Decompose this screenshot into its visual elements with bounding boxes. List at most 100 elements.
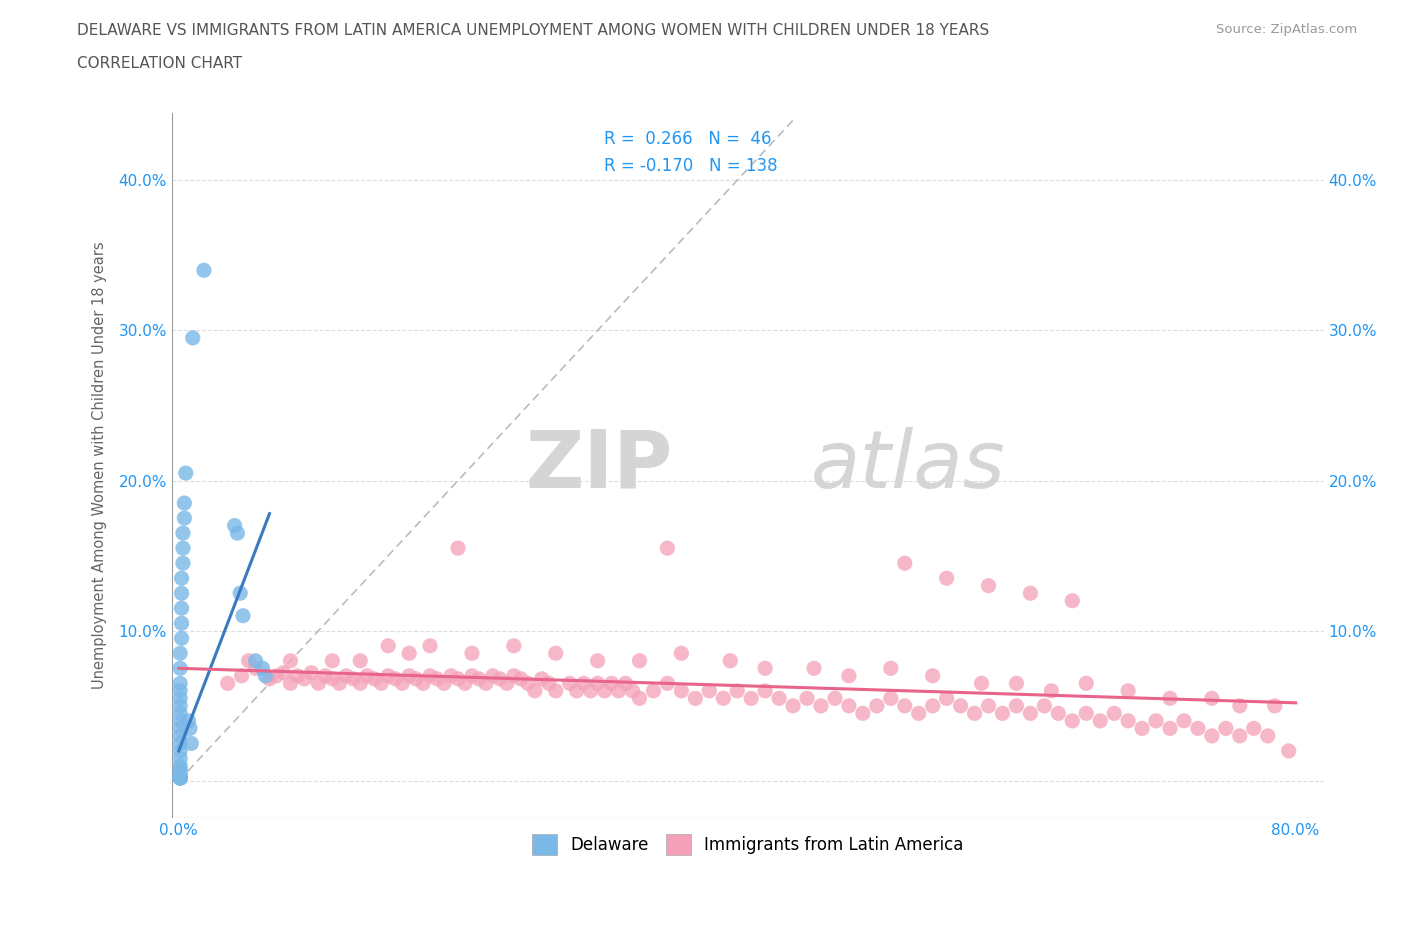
Point — [363, 671, 385, 686]
Point — [657, 540, 679, 555]
Point — [299, 665, 322, 680]
Point — [245, 661, 267, 676]
Point — [489, 671, 512, 686]
Point — [838, 698, 860, 713]
Point — [419, 638, 441, 653]
Point — [475, 676, 498, 691]
Point — [502, 638, 524, 653]
Point — [893, 698, 915, 713]
Point — [671, 645, 693, 660]
Point — [169, 770, 191, 785]
Point — [921, 669, 943, 684]
Point — [1257, 728, 1279, 743]
Point — [169, 721, 191, 736]
Point — [169, 762, 191, 777]
Text: R =  0.266   N =  46: R = 0.266 N = 46 — [603, 129, 772, 148]
Point — [349, 676, 371, 691]
Point — [935, 571, 957, 586]
Point — [1201, 691, 1223, 706]
Point — [419, 669, 441, 684]
Point — [454, 676, 477, 691]
Point — [572, 676, 595, 691]
Point — [782, 698, 804, 713]
Point — [273, 665, 295, 680]
Point — [169, 770, 191, 785]
Point — [440, 669, 463, 684]
Point — [537, 676, 560, 691]
Point — [725, 684, 748, 698]
Y-axis label: Unemployment Among Women with Children Under 18 years: Unemployment Among Women with Children U… — [93, 242, 107, 689]
Point — [977, 698, 1000, 713]
Point — [1116, 684, 1139, 698]
Point — [461, 645, 484, 660]
Point — [1090, 713, 1112, 728]
Point — [169, 728, 191, 743]
Point — [1144, 713, 1167, 728]
Point — [1076, 676, 1098, 691]
Point — [852, 706, 875, 721]
Point — [796, 691, 818, 706]
Point — [229, 586, 252, 601]
Point — [754, 661, 776, 676]
Point — [169, 676, 191, 691]
Point — [169, 743, 191, 758]
Point — [1229, 698, 1251, 713]
Point — [224, 518, 246, 533]
Point — [1076, 706, 1098, 721]
Point — [1047, 706, 1070, 721]
Point — [685, 691, 707, 706]
Point — [384, 671, 406, 686]
Point — [1019, 706, 1042, 721]
Point — [447, 540, 470, 555]
Point — [172, 525, 194, 540]
Point — [391, 676, 413, 691]
Point — [607, 684, 630, 698]
Point — [1264, 698, 1286, 713]
Point — [1187, 721, 1209, 736]
Point — [1159, 691, 1181, 706]
Point — [370, 676, 392, 691]
Point — [1215, 721, 1237, 736]
Point — [949, 698, 972, 713]
Point — [181, 330, 204, 345]
Point — [170, 571, 193, 586]
Point — [880, 691, 903, 706]
Point — [671, 684, 693, 698]
Point — [294, 671, 316, 686]
Point — [558, 676, 581, 691]
Point — [544, 684, 567, 698]
Point — [169, 661, 191, 676]
Point — [600, 676, 623, 691]
Point — [893, 556, 915, 571]
Point — [169, 770, 191, 785]
Legend: Delaware, Immigrants from Latin America: Delaware, Immigrants from Latin America — [524, 826, 972, 863]
Point — [907, 706, 929, 721]
Point — [1173, 713, 1195, 728]
Point — [169, 751, 191, 765]
Point — [991, 706, 1014, 721]
Point — [1102, 706, 1125, 721]
Text: atlas: atlas — [811, 427, 1005, 505]
Point — [398, 669, 420, 684]
Point — [321, 654, 343, 669]
Point — [963, 706, 986, 721]
Point — [169, 645, 191, 660]
Point — [169, 770, 191, 785]
Point — [335, 669, 357, 684]
Point — [593, 684, 616, 698]
Text: ZIP: ZIP — [526, 427, 673, 505]
Text: R = -0.170   N = 138: R = -0.170 N = 138 — [603, 157, 778, 175]
Point — [530, 671, 553, 686]
Point — [170, 601, 193, 616]
Point — [259, 671, 281, 686]
Point — [217, 676, 239, 691]
Point — [657, 676, 679, 691]
Point — [266, 669, 288, 684]
Point — [174, 466, 197, 481]
Point — [169, 691, 191, 706]
Point — [1062, 713, 1084, 728]
Point — [824, 691, 846, 706]
Point — [1159, 721, 1181, 736]
Point — [426, 671, 449, 686]
Point — [544, 645, 567, 660]
